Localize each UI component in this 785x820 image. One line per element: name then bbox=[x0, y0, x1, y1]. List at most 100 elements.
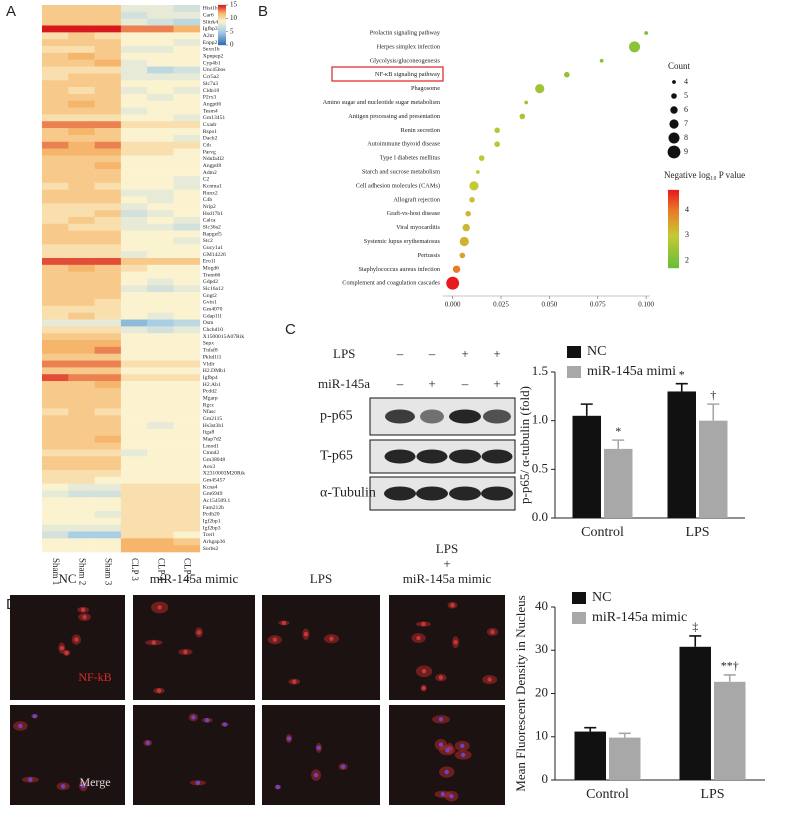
colorbar-step bbox=[218, 43, 226, 46]
heat-cell bbox=[147, 353, 174, 361]
nucleus bbox=[157, 605, 162, 610]
heat-cell bbox=[120, 435, 148, 443]
heat-cell bbox=[147, 39, 174, 47]
heat-cell bbox=[94, 121, 122, 129]
row-label: Adm2 bbox=[203, 170, 217, 176]
heat-cell bbox=[94, 497, 122, 505]
color-tick-label: 4 bbox=[685, 205, 689, 214]
heat-cell bbox=[147, 292, 174, 300]
heat-cell bbox=[68, 93, 95, 102]
row-label: Gucy1a1 bbox=[203, 245, 223, 251]
y-tick-label: 10 bbox=[535, 728, 548, 743]
heat-cell bbox=[120, 182, 148, 190]
heat-cell bbox=[173, 189, 201, 197]
heat-cell bbox=[173, 387, 201, 396]
heat-cell bbox=[94, 340, 122, 348]
row-label: Slc7a3 bbox=[203, 81, 218, 87]
heat-cell bbox=[120, 469, 148, 478]
color-legend-step bbox=[668, 195, 679, 199]
row-label: Slc16a12 bbox=[203, 286, 224, 292]
legend-label: NC bbox=[592, 590, 611, 605]
row-label: Ndufa4l2 bbox=[203, 155, 224, 162]
column-label: CLP 3 bbox=[130, 558, 140, 581]
color-legend-step bbox=[668, 260, 679, 263]
heat-cell bbox=[94, 175, 122, 184]
heat-cell bbox=[94, 299, 122, 307]
colorbar-step bbox=[218, 11, 226, 14]
heat-cell bbox=[147, 210, 174, 218]
heat-cell bbox=[42, 340, 69, 348]
significance-mark: * bbox=[615, 424, 621, 438]
heat-cell bbox=[94, 456, 122, 464]
heat-cell bbox=[42, 531, 69, 539]
heat-cell bbox=[42, 210, 69, 218]
heat-cell bbox=[120, 46, 148, 54]
blot-band bbox=[384, 486, 416, 501]
nucleus bbox=[440, 792, 446, 797]
heat-cell bbox=[94, 46, 122, 54]
nucleus bbox=[438, 717, 444, 722]
heat-cell bbox=[68, 210, 95, 218]
color-legend-step bbox=[668, 226, 679, 230]
error-bar bbox=[580, 403, 593, 416]
nucleus bbox=[64, 650, 69, 656]
bar bbox=[699, 420, 728, 518]
heat-cell bbox=[94, 52, 122, 60]
colorbar-step bbox=[218, 19, 226, 22]
x-tick-label: 0.025 bbox=[493, 301, 509, 309]
heat-cell bbox=[147, 415, 174, 423]
row-label: Car6 bbox=[203, 13, 214, 19]
heat-cell bbox=[94, 367, 122, 375]
heat-cell bbox=[147, 333, 174, 341]
heat-cell bbox=[147, 162, 174, 170]
heat-cell bbox=[68, 524, 95, 532]
nucleus bbox=[191, 715, 196, 720]
pathway-label: Antigen processing and presentation bbox=[348, 113, 441, 120]
heat-cell bbox=[94, 251, 122, 259]
heat-cell bbox=[42, 237, 69, 245]
heat-cell bbox=[120, 52, 148, 60]
heat-cell bbox=[68, 66, 95, 74]
column-label: Sham 1 bbox=[51, 558, 61, 585]
bubble bbox=[494, 141, 500, 147]
heat-cell bbox=[68, 394, 95, 402]
nucleus bbox=[444, 769, 449, 775]
heat-cell bbox=[173, 305, 201, 313]
heat-cell bbox=[42, 442, 69, 450]
heat-cell bbox=[173, 46, 201, 54]
treatment-sign: – bbox=[461, 376, 469, 391]
heat-cell bbox=[94, 216, 122, 225]
heat-cell bbox=[42, 401, 69, 409]
size-legend-label: 6 bbox=[684, 105, 688, 114]
heat-cell bbox=[94, 271, 122, 279]
bar bbox=[609, 737, 641, 780]
heat-cell bbox=[94, 510, 122, 519]
heat-cell bbox=[120, 326, 148, 334]
heat-cell bbox=[68, 408, 95, 416]
color-legend-step bbox=[668, 256, 679, 259]
heat-cell bbox=[147, 257, 174, 266]
row-label: Vldlr bbox=[203, 361, 215, 367]
heat-cell bbox=[68, 175, 95, 184]
nucleus bbox=[222, 722, 227, 727]
error-bar bbox=[675, 382, 688, 392]
heat-cell bbox=[173, 346, 201, 355]
nucleus bbox=[82, 614, 87, 620]
color-legend-step bbox=[668, 203, 679, 206]
nucleus bbox=[151, 640, 157, 645]
heat-cell bbox=[120, 476, 148, 484]
color-legend-step bbox=[668, 248, 679, 251]
heat-cell bbox=[42, 257, 69, 266]
heat-cell bbox=[42, 93, 69, 102]
pathway-label: Systemic lupus erythematosus bbox=[364, 238, 441, 245]
blot-band bbox=[385, 409, 415, 424]
nucleus bbox=[329, 636, 334, 641]
bubble bbox=[519, 113, 526, 120]
heat-cell bbox=[42, 510, 69, 519]
heat-cell bbox=[173, 394, 201, 402]
heat-cell bbox=[94, 428, 122, 437]
row-label: Ero1l bbox=[203, 259, 216, 265]
heat-cell bbox=[94, 545, 122, 553]
bubble bbox=[469, 197, 475, 203]
heat-cell bbox=[173, 360, 201, 368]
